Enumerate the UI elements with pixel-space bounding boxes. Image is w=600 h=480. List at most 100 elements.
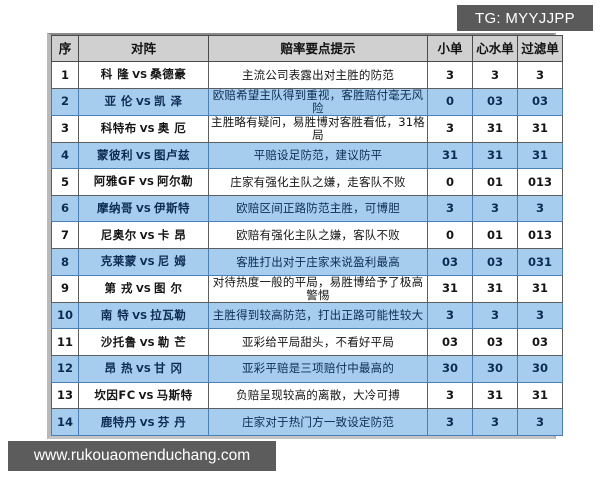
vs-label: VS [138, 390, 154, 402]
home-team: 阿雅GF [93, 174, 137, 189]
cell-heart: 3 [472, 194, 518, 223]
cell-tip: 平赔设足防范，建议防平 [208, 141, 428, 170]
vs-label: VS [132, 70, 148, 82]
column-header-small: 小单 [427, 35, 473, 62]
cell-tip: 欧赔希望主队得到重视，客胜赔付毫无风险 [208, 87, 428, 116]
away-team: 拉瓦勒 [150, 307, 187, 322]
cell-index: 9 [51, 274, 79, 303]
vs-label: VS [136, 150, 151, 162]
table-row: 12 昂 热 VS 甘 冈亚彩平赔是三项赔付中最高的 30 30 30 [51, 354, 563, 383]
vs-label: VS [136, 204, 151, 216]
cell-heart: 31 [472, 274, 518, 303]
cell-match: 科特布 VS 奥 厄 [78, 114, 209, 143]
site-watermark: www.rukouaomenduchang.com [8, 441, 276, 471]
cell-filter: 31 [517, 141, 563, 170]
home-team: 亚 伦 [104, 94, 134, 109]
cell-match: 摩纳哥 VS 伊斯特 [78, 194, 209, 223]
away-team: 马斯特 [156, 387, 193, 402]
away-team: 桑德豪 [150, 67, 187, 82]
cell-heart: 3 [472, 408, 518, 436]
home-team: 南 特 [100, 307, 130, 322]
cell-index: 7 [51, 221, 79, 250]
away-team: 尼 姆 [157, 254, 187, 269]
away-team: 伊斯特 [153, 201, 190, 216]
table-header: 序 对阵 赔率要点提示 小单 心水单 过滤单 [51, 35, 563, 62]
cell-small: 3 [427, 408, 473, 436]
cell-tip: 负赔呈现较高的离散，大冷可搏 [208, 381, 428, 410]
home-team: 科 隆 [100, 67, 130, 82]
cell-tip: 欧赔有强化主队之嫌，客队不败 [208, 221, 428, 250]
away-team: 甘 冈 [153, 361, 183, 376]
cell-match: 坎因FC VS 马斯特 [78, 381, 209, 410]
home-team: 坎因FC [94, 387, 136, 402]
cell-tip: 庄家有强化主队之嫌，走客队不败 [208, 168, 428, 196]
cell-match: 克莱蒙 VS 尼 姆 [78, 248, 209, 276]
cell-match: 第 戎 VS 图 尔 [78, 274, 209, 303]
cell-match: 鹿特丹 VS 芬 丹 [78, 408, 209, 436]
cell-index: 11 [51, 328, 79, 356]
vs-label: VS [139, 417, 155, 429]
cell-index: 13 [51, 381, 79, 410]
cell-small: 03 [427, 248, 473, 276]
cell-index: 12 [51, 354, 79, 383]
cell-index: 14 [51, 408, 79, 436]
cell-match: 昂 热 VS 甘 冈 [78, 354, 209, 383]
vs-label: VS [136, 284, 151, 296]
cell-filter: 31 [517, 274, 563, 303]
table-row: 14 鹿特丹 VS 芬 丹庄家对于热门方一致设定防范 3 3 3 [51, 408, 563, 436]
cell-small: 0 [427, 221, 473, 250]
cell-match: 南 特 VS 拉瓦勒 [78, 301, 209, 330]
cell-small: 30 [427, 354, 473, 383]
away-team: 奥 厄 [157, 121, 187, 136]
cell-heart: 30 [472, 354, 518, 383]
cell-heart: 03 [472, 328, 518, 356]
cell-small: 3 [427, 381, 473, 410]
cell-index: 1 [51, 61, 79, 89]
home-team: 摩纳哥 [97, 201, 134, 216]
column-header-match: 对阵 [78, 35, 209, 62]
column-header-index: 序 [51, 35, 79, 62]
cell-index: 4 [51, 141, 79, 170]
cell-filter: 31 [517, 114, 563, 143]
away-team: 勒 芒 [157, 334, 187, 349]
cell-filter: 03 [517, 328, 563, 356]
cell-filter: 3 [517, 61, 563, 89]
table-row: 6 摩纳哥 VS 伊斯特 欧赔区间正路防范主胜，可博胆 3 3 3 [51, 194, 563, 223]
cell-index: 3 [51, 114, 79, 143]
table-row: 4 蒙彼利 VS 图卢兹 平赔设足防范，建议防平 31 31 31 [51, 141, 563, 170]
cell-filter: 3 [517, 408, 563, 436]
home-team: 鹿特丹 [100, 414, 137, 429]
cell-heart: 3 [472, 301, 518, 330]
cell-filter: 013 [517, 168, 563, 196]
cell-small: 31 [427, 274, 473, 303]
vs-label: VS [139, 177, 155, 189]
cell-heart: 03 [472, 87, 518, 116]
cell-tip: 主流公司表露出对主胜的防范 [208, 61, 428, 89]
table-row: 10 南 特 VS 拉瓦勒 主胜得到较高防范，打出正路可能性较大 3 3 3 [51, 301, 563, 330]
table-row: 5 阿雅GF VS 阿尔勒 庄家有强化主队之嫌，走客队不败 0 01 013 [51, 168, 563, 196]
cell-match: 蒙彼利 VS 图卢兹 [78, 141, 209, 170]
vs-label: VS [139, 124, 155, 136]
cell-filter: 3 [517, 194, 563, 223]
cell-heart: 31 [472, 381, 518, 410]
home-team: 克莱蒙 [100, 254, 137, 269]
cell-match: 阿雅GF VS 阿尔勒 [78, 168, 209, 196]
cell-index: 8 [51, 248, 79, 276]
cell-small: 03 [427, 328, 473, 356]
cell-filter: 013 [517, 221, 563, 250]
cell-small: 3 [427, 301, 473, 330]
cell-heart: 31 [472, 141, 518, 170]
home-team: 沙托鲁 [100, 334, 137, 349]
cell-small: 3 [427, 114, 473, 143]
cell-small: 3 [427, 61, 473, 89]
away-team: 图卢兹 [153, 147, 190, 162]
cell-index: 5 [51, 168, 79, 196]
column-header-filter: 过滤单 [517, 35, 563, 62]
cell-filter: 031 [517, 248, 563, 276]
